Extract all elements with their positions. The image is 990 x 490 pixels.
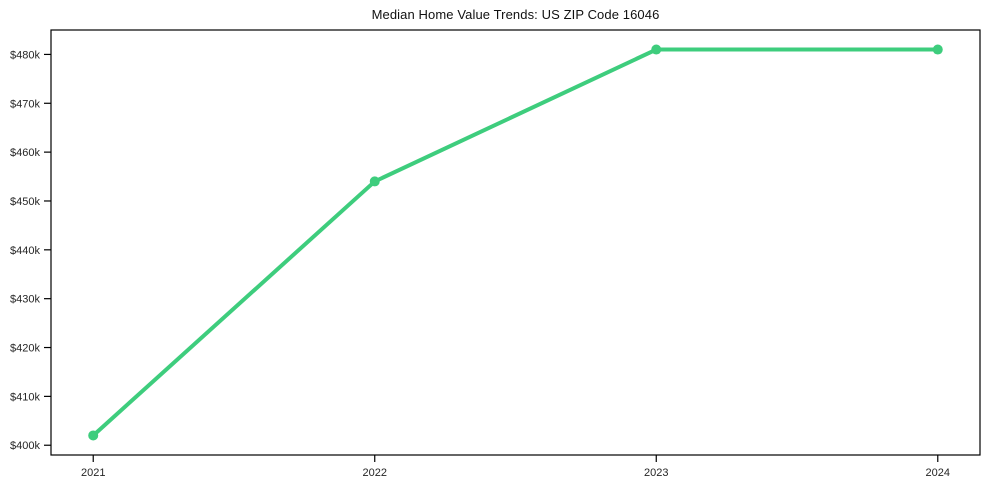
y-tick-label: $480k [10, 49, 40, 61]
y-tick-label: $450k [10, 196, 40, 208]
chart-title: Median Home Value Trends: US ZIP Code 16… [371, 7, 660, 22]
data-point-2021 [88, 430, 99, 441]
y-tick-label: $470k [10, 98, 40, 110]
y-tick-label: $400k [10, 440, 40, 452]
x-tick-label: 2023 [644, 467, 668, 479]
axes-frame [50, 29, 981, 456]
y-tick-label: $410k [10, 391, 40, 403]
y-tick-label: $430k [10, 294, 40, 306]
y-tick-label: $420k [10, 343, 40, 355]
y-tick-label: $460k [10, 147, 40, 159]
data-point-2024 [932, 44, 943, 55]
y-tick-label: $440k [10, 245, 40, 257]
x-tick-label: 2021 [81, 467, 105, 479]
x-tick-label: 2022 [363, 467, 387, 479]
data-point-2023 [651, 44, 662, 55]
data-point-2022 [369, 176, 380, 187]
x-tick-label: 2024 [926, 467, 950, 479]
trend-line [91, 47, 940, 438]
